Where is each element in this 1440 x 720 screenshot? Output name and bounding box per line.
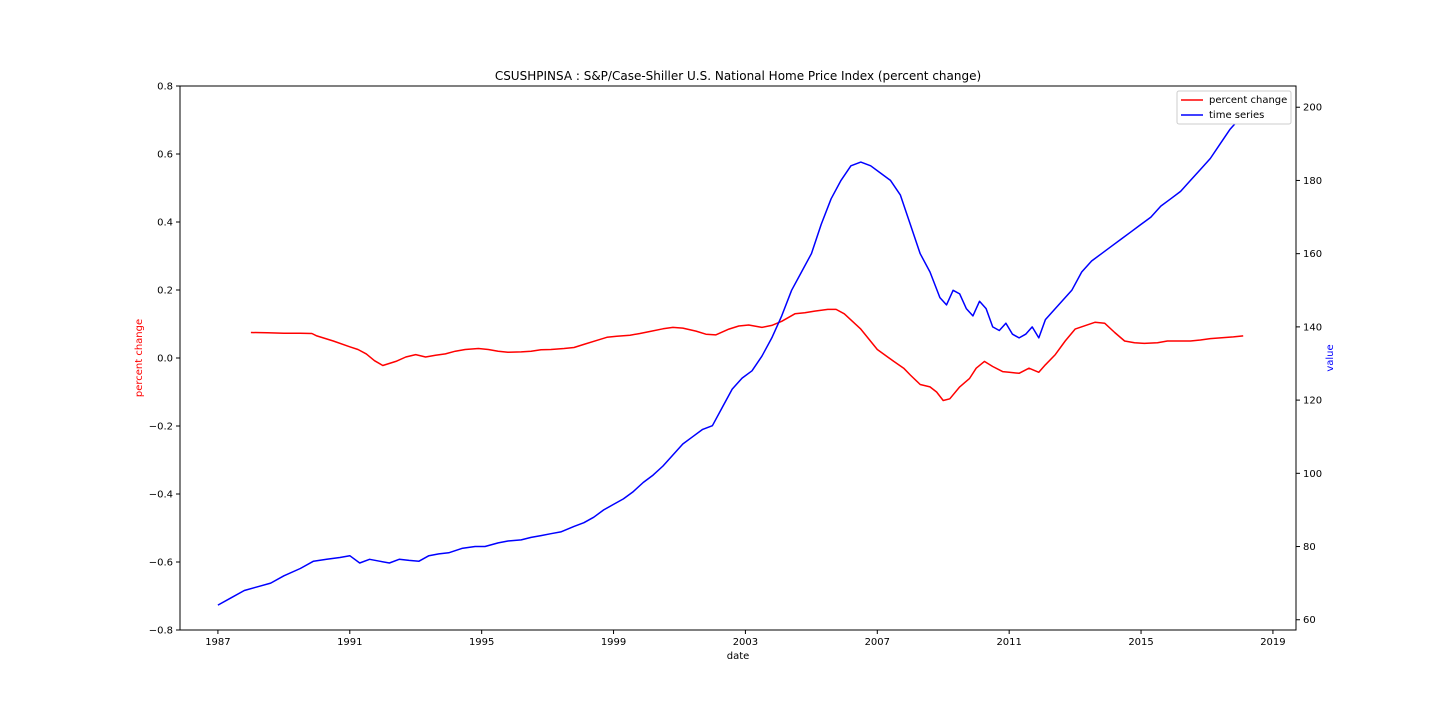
right-y-tick-label: 160 bbox=[1303, 249, 1322, 260]
x-tick-label: 1991 bbox=[337, 637, 362, 648]
x-tick-label: 2019 bbox=[1260, 637, 1285, 648]
right-y-tick-label: 80 bbox=[1303, 542, 1316, 553]
left-y-tick-label: −0.8 bbox=[149, 626, 173, 637]
x-tick-label: 2003 bbox=[733, 637, 758, 648]
x-axis-label: date bbox=[727, 651, 750, 662]
left-y-tick-label: −0.4 bbox=[149, 490, 173, 501]
right-y-tick-label: 60 bbox=[1303, 615, 1316, 626]
legend-label-percent-change: percent change bbox=[1209, 95, 1287, 106]
right-y-tick-label: 200 bbox=[1303, 103, 1322, 114]
left-y-tick-label: 0.0 bbox=[157, 354, 173, 365]
left-y-tick-label: −0.6 bbox=[149, 558, 173, 569]
x-tick-label: 2007 bbox=[865, 637, 890, 648]
x-tick-label: 1995 bbox=[469, 637, 494, 648]
legend-label-time-series: time series bbox=[1209, 110, 1264, 121]
x-tick-label: 2015 bbox=[1128, 637, 1153, 648]
left-y-tick-label: −0.2 bbox=[149, 422, 173, 433]
x-tick-label: 2011 bbox=[996, 637, 1021, 648]
left-y-tick-label: 0.2 bbox=[157, 286, 173, 297]
right-y-tick-label: 120 bbox=[1303, 396, 1322, 407]
right-y-tick-label: 140 bbox=[1303, 322, 1322, 333]
left-y-tick-label: 0.6 bbox=[157, 150, 173, 161]
series-line-time-series bbox=[217, 106, 1248, 606]
x-tick-label: 1999 bbox=[601, 637, 626, 648]
legend: percent change time series bbox=[1176, 90, 1292, 125]
left-y-axis-label: percent change bbox=[134, 319, 145, 397]
x-tick-label: 1987 bbox=[205, 637, 230, 648]
left-y-tick-label: 0.8 bbox=[157, 82, 173, 93]
left-y-tick-label: 0.4 bbox=[157, 218, 173, 229]
chart-title: CSUSHPINSA : S&P/Case-Shiller U.S. Natio… bbox=[495, 69, 981, 83]
right-y-tick-label: 100 bbox=[1303, 469, 1322, 480]
right-y-axis-label: value bbox=[1325, 344, 1336, 371]
legend-box bbox=[1176, 90, 1292, 125]
series-line-percent-change bbox=[250, 308, 1244, 402]
plot-area: 1987 1991 1995 1999 2003 2007 2011 2015 2019 −0.8… bbox=[149, 82, 1322, 649]
right-y-tick-label: 180 bbox=[1303, 176, 1322, 187]
